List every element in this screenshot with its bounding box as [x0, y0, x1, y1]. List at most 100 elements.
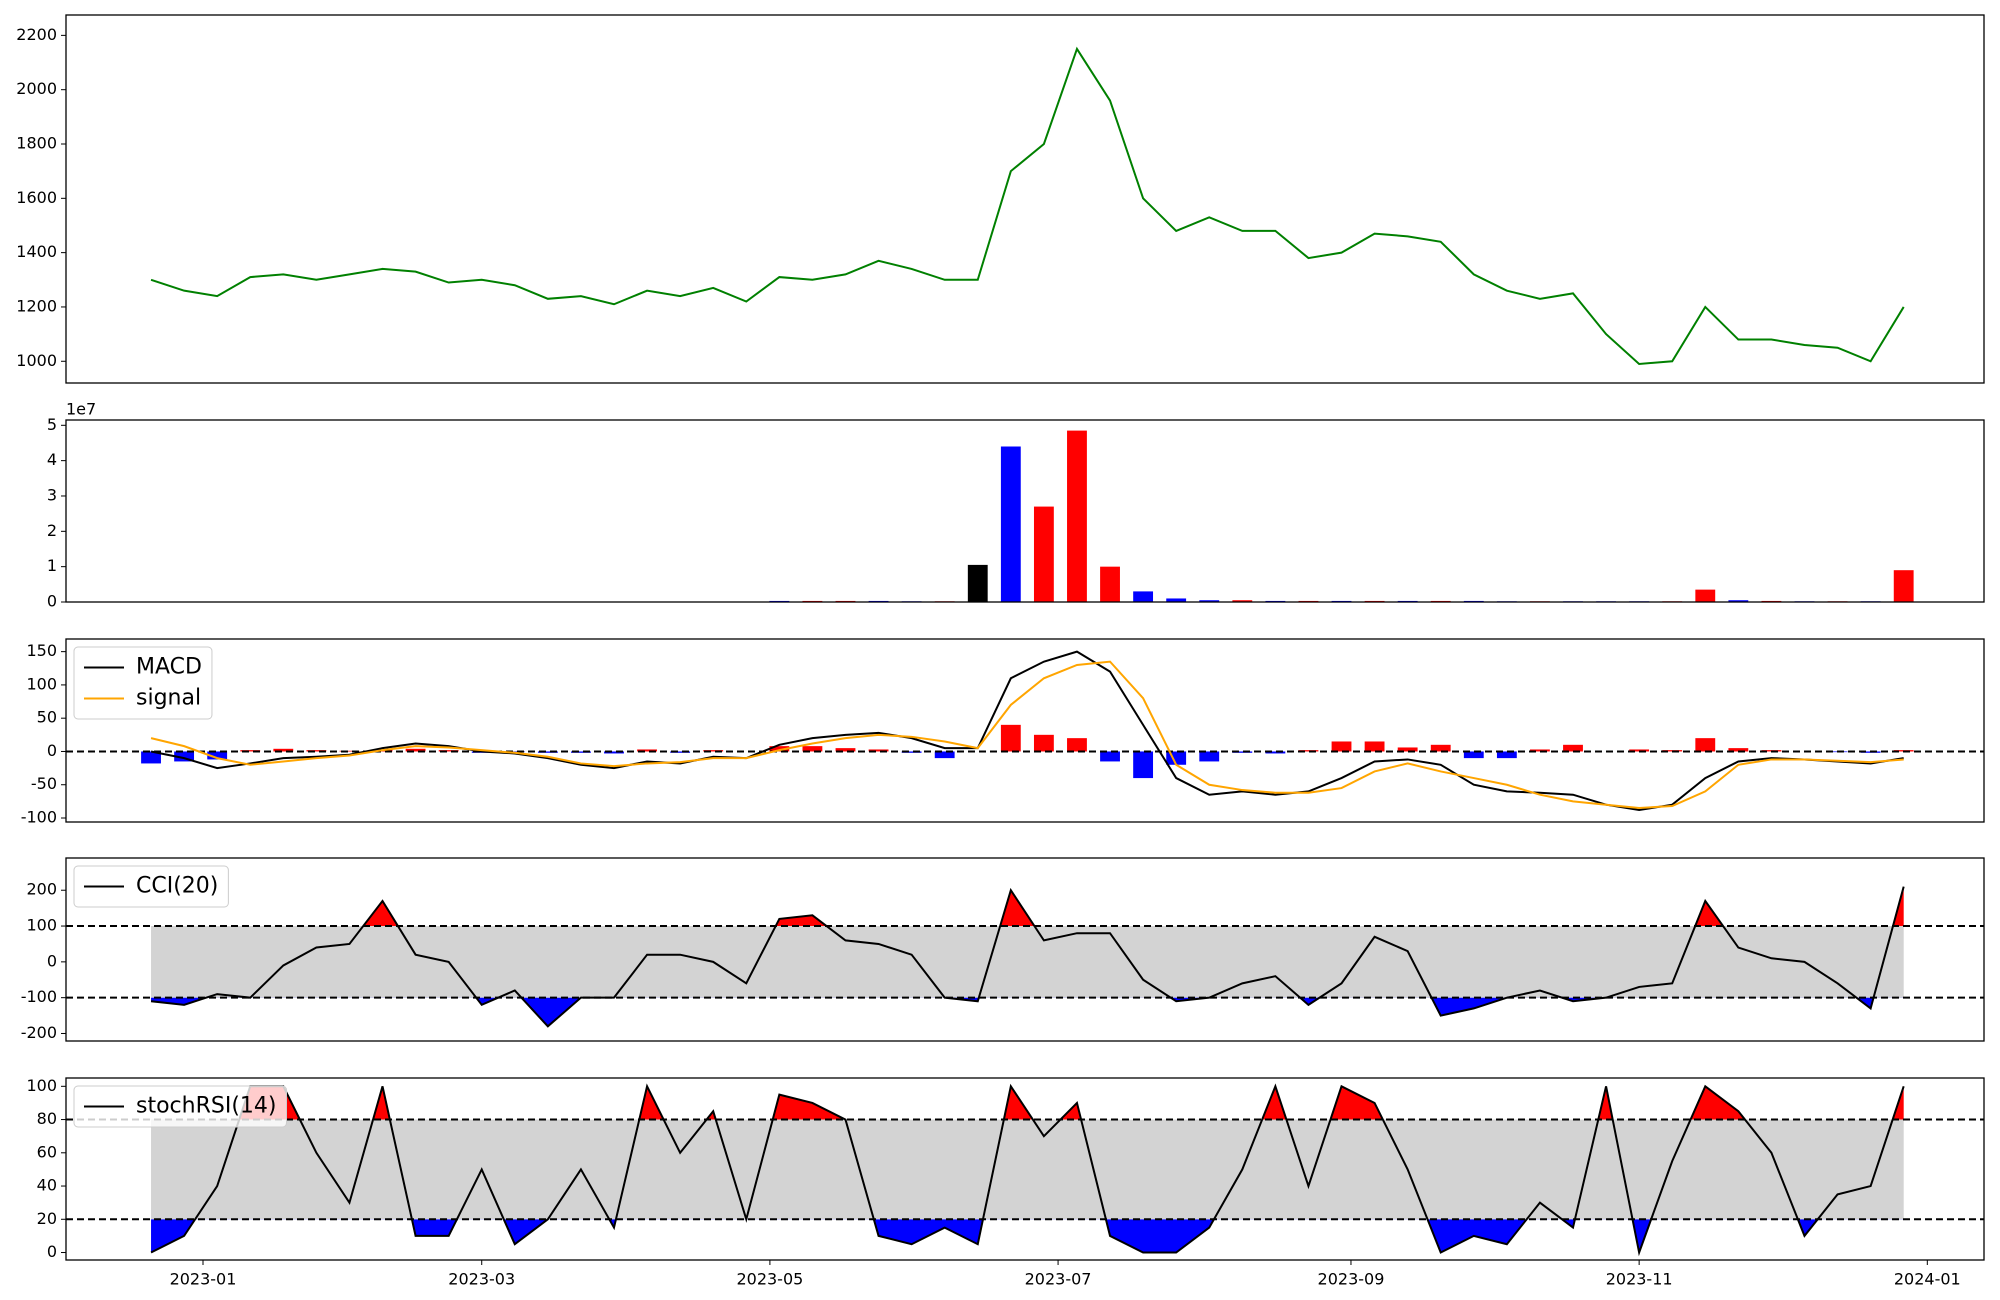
y-tick-label: -50 [31, 774, 57, 793]
volume-bar [1199, 600, 1220, 602]
legend-box [73, 865, 229, 908]
y-tick-label: 40 [37, 1176, 57, 1195]
y-tick-label: 20 [37, 1209, 57, 1228]
y-tick-label: 1400 [16, 242, 57, 261]
legend-label: CCI(20) [136, 874, 218, 899]
y-tick-label: 1 [47, 556, 57, 575]
x-tick-label: 2024-01 [1894, 1270, 1961, 1289]
y-tick-label: 80 [37, 1109, 57, 1128]
y-tick-label: 50 [37, 708, 57, 727]
y-tick-label: 5 [47, 415, 57, 434]
y-tick-label: 2200 [16, 25, 57, 44]
legend: MACD signal [73, 646, 213, 720]
histogram-bar [1397, 747, 1418, 752]
histogram-bar [1463, 751, 1484, 759]
histogram-bar [306, 750, 327, 752]
legend: stochRSI(14) [73, 1085, 287, 1128]
volume-bar [1232, 600, 1253, 602]
y-tick-label: 1600 [16, 188, 57, 207]
axes-frame [65, 638, 1985, 823]
histogram-bar [1199, 751, 1220, 762]
x-tick-label: 2023-03 [448, 1270, 515, 1289]
y-tick-label: 100 [26, 1076, 57, 1095]
histogram-bar [802, 746, 823, 752]
axes-frame [65, 14, 1985, 384]
histogram-bar [703, 750, 724, 752]
volume-bar [1695, 589, 1716, 602]
y-tick-label: 150 [26, 641, 57, 660]
histogram-bar [637, 749, 657, 752]
axes-frame [65, 857, 1985, 1042]
histogram-bar [174, 751, 195, 762]
histogram-bar [1298, 750, 1319, 752]
volume-bar [1166, 598, 1187, 602]
volume-bar [1893, 570, 1914, 602]
histogram-bar [1232, 751, 1253, 753]
panel [66, 650, 1984, 812]
histogram-bar [273, 748, 294, 752]
histogram-bar [339, 750, 360, 752]
histogram-bar [1430, 744, 1451, 752]
axes-frame [65, 1077, 1985, 1261]
y-tick-label: 0 [47, 592, 57, 611]
series-line [150, 46, 1905, 366]
legend-box [73, 1085, 287, 1128]
volume-bar [1033, 506, 1054, 602]
histogram-bar [1695, 738, 1716, 752]
oversold-fill [151, 997, 1904, 1027]
y-tick-label: 2000 [16, 79, 57, 98]
histogram-bar [571, 751, 591, 753]
volume-bar [1067, 430, 1087, 602]
histogram-bar [934, 751, 955, 759]
panel [141, 430, 1914, 602]
histogram-bar [1033, 734, 1054, 752]
histogram-bar [1530, 749, 1550, 752]
y-tick-label: 3 [47, 485, 57, 504]
histogram-bar [405, 748, 426, 752]
legend-label: stochRSI(14) [136, 1094, 277, 1119]
panel [150, 46, 1905, 366]
y-tick-label: 2 [47, 521, 57, 540]
band [151, 1119, 1904, 1220]
volume-bar [1133, 591, 1154, 602]
legend-box [73, 646, 213, 720]
overbought-fill [151, 886, 1904, 927]
histogram-bar [207, 751, 228, 760]
series-line [150, 650, 1904, 812]
axes-frame [65, 419, 1985, 603]
histogram-bar [901, 751, 922, 753]
band [151, 926, 1904, 998]
oversold-fill [151, 1219, 1904, 1253]
y-tick-label: 200 [26, 880, 57, 899]
y-tick-label: 1800 [16, 134, 57, 153]
histogram-bar [604, 751, 624, 754]
x-tick-label: 2023-11 [1606, 1270, 1673, 1289]
y-tick-label: 4 [47, 450, 57, 469]
x-tick-label: 2023-01 [170, 1270, 237, 1289]
series-line [150, 1083, 1905, 1257]
histogram-bar [769, 746, 790, 752]
x-tick-label: 2023-07 [1025, 1270, 1092, 1289]
offset-label: 1e7 [66, 400, 96, 419]
volume-bar [1100, 566, 1120, 602]
histogram-bar [141, 751, 161, 764]
histogram-bar [438, 750, 459, 752]
x-tick-label: 2023-09 [1318, 1270, 1385, 1289]
panel [66, 1083, 1984, 1257]
histogram-bar [1728, 748, 1749, 752]
volume-bar [967, 564, 988, 602]
histogram-bar [1563, 744, 1583, 752]
y-tick-label: 0 [47, 1242, 57, 1261]
histogram-bar [1265, 751, 1286, 754]
histogram-bar [1100, 751, 1120, 762]
volume-bar [1000, 446, 1021, 602]
legend-label: signal [136, 686, 201, 711]
y-tick-label: 0 [47, 741, 57, 760]
y-tick-label: 0 [47, 951, 57, 970]
y-tick-label: 100 [26, 674, 57, 693]
y-tick-label: -200 [21, 1023, 57, 1042]
histogram-bar [868, 749, 889, 752]
histogram-bar [1496, 751, 1517, 759]
series-line [150, 886, 1905, 1028]
